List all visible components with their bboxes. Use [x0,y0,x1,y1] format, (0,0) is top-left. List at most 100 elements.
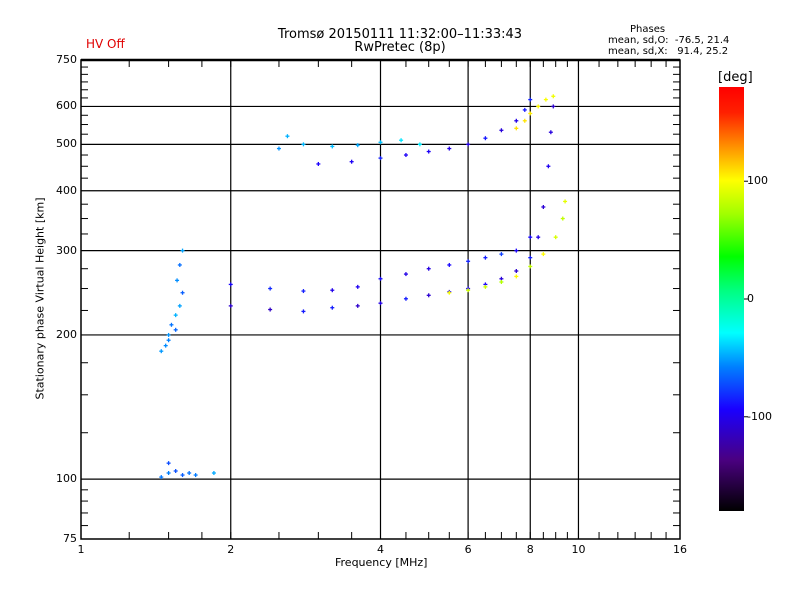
data-point [166,332,171,337]
y-tick-label: 600 [56,99,77,113]
data-point [378,301,383,306]
x-tick-label: 1 [77,543,85,556]
data-point [180,473,185,478]
data-point [180,248,185,253]
grid [81,60,680,539]
y-tick-label: 300 [56,243,77,257]
data-point [466,288,471,293]
data-point [355,284,360,289]
data-point [301,309,306,314]
data-point [543,97,548,102]
data-point [330,305,335,310]
y-axis-label: Stationary phase Virtual Height [km] [33,197,47,400]
data-point [483,255,488,260]
data-point [553,235,558,240]
data-point [528,264,533,269]
data-point [560,216,565,221]
data-point [426,293,431,298]
data-point [301,289,306,294]
data-point [541,252,546,257]
data-point [163,343,168,348]
data-point [563,199,568,204]
chart-title-line1: Tromsø 20150111 11:32:00–11:33:43 [277,27,523,42]
data-point [268,307,273,312]
data-point [173,327,178,332]
data-point [228,303,233,308]
y-tick-label: 400 [56,183,77,197]
data-point [193,473,198,478]
chart-title-line2: RwPretec (8p) [354,40,446,55]
data-point [541,204,546,209]
data-point [447,262,452,267]
colorbar-ticks [744,180,748,418]
colorbar-tick-label: 100 [747,174,768,188]
data-point [166,461,171,466]
data-point [447,290,452,295]
data-point [466,142,471,147]
data-point [276,146,281,151]
colorbar-tick-label: 0 [747,292,754,305]
data-point [528,255,533,260]
data-point [180,290,185,295]
data-point [536,235,541,240]
data-point [228,282,233,287]
colorbar [719,87,744,511]
data-point [447,146,452,151]
x-tick-label: 2 [227,543,235,556]
hv-status: HV Off [86,37,125,51]
data-point [551,104,556,109]
data-point [187,471,192,476]
data-point [403,272,408,277]
data-point [166,471,171,476]
data-point [169,322,174,327]
data-point [426,266,431,271]
data-point [514,126,519,131]
data-point [514,274,519,279]
data-point [177,262,182,267]
x-tick-label: 6 [464,543,472,556]
plot-frame [80,58,681,540]
data-point [499,252,504,257]
y-tick-label: 500 [56,137,77,151]
y-tick-label: 200 [56,327,77,341]
data-point [316,161,321,166]
data-point [330,144,335,149]
phase-x-stats: mean, sd,X: 91.4, 25.2 [608,46,729,57]
data-points [159,94,568,480]
data-point [378,276,383,281]
data-point [175,278,180,283]
data-point [173,468,178,473]
data-point [536,104,541,109]
y-tick-label: 75 [63,532,77,545]
data-point [499,128,504,133]
data-point [483,284,488,289]
data-point [522,118,527,123]
data-point [355,303,360,308]
x-axis-label: Frequency [MHz] [335,556,428,569]
data-point [528,111,533,116]
data-point [330,288,335,293]
data-point [355,143,360,148]
data-point [177,303,182,308]
data-point [466,259,471,264]
data-point [173,313,178,318]
data-point [159,475,164,480]
data-point [399,138,404,143]
phase-heading: Phases [630,24,666,35]
phase-o-stats: mean, sd,O: -76.5, 21.4 [608,35,730,46]
data-point [514,118,519,123]
data-point [499,279,504,284]
x-tick-label: 10 [571,543,586,556]
data-point [548,130,553,135]
y-tick-label: 100 [56,472,77,486]
data-point [166,338,171,343]
data-point [514,268,519,273]
colorbar-tick-label: -100 [747,409,772,423]
data-point [483,136,488,141]
x-tick-label: 4 [377,543,384,556]
data-point [403,153,408,158]
data-point [268,286,273,291]
data-point [551,94,556,99]
data-point [211,471,216,476]
